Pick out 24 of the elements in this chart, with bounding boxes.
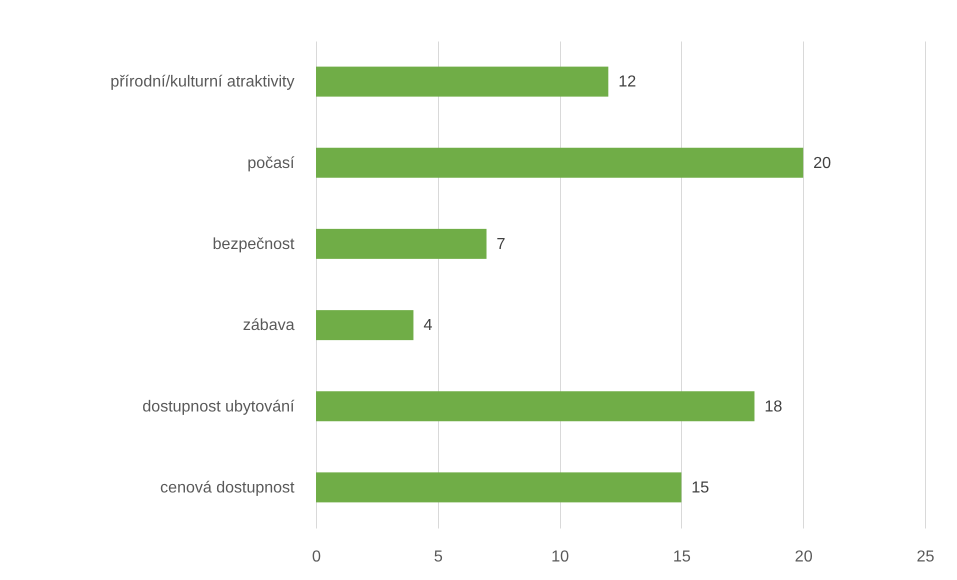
bar bbox=[316, 391, 754, 422]
data-label: 15 bbox=[691, 479, 710, 496]
bar bbox=[316, 228, 487, 259]
bar bbox=[316, 66, 608, 97]
x-tick-label: 5 bbox=[434, 548, 443, 566]
x-tick-label: 10 bbox=[551, 548, 570, 566]
y-tick-label: přírodní/kulturní atraktivity bbox=[110, 74, 294, 91]
data-label: 20 bbox=[813, 154, 832, 172]
y-tick-label: zábava bbox=[242, 317, 295, 334]
data-label: 7 bbox=[496, 236, 506, 253]
bar bbox=[316, 310, 414, 340]
y-tick-label: bezpečnost bbox=[212, 236, 296, 253]
bar bbox=[316, 148, 804, 178]
y-tick-label: cenová dostupnost bbox=[160, 479, 296, 496]
y-tick-label: dostupnost ubytování bbox=[142, 398, 296, 416]
x-tick-label: 0 bbox=[312, 548, 322, 566]
data-label: 4 bbox=[423, 317, 432, 334]
data-label: 12 bbox=[618, 74, 636, 91]
x-tick-label: 20 bbox=[794, 548, 813, 566]
bar bbox=[316, 472, 682, 502]
data-label: 18 bbox=[764, 398, 782, 416]
x-tick-label: 25 bbox=[916, 548, 934, 566]
x-tick-label: 15 bbox=[673, 548, 691, 566]
y-tick-label: počasí bbox=[247, 154, 296, 172]
